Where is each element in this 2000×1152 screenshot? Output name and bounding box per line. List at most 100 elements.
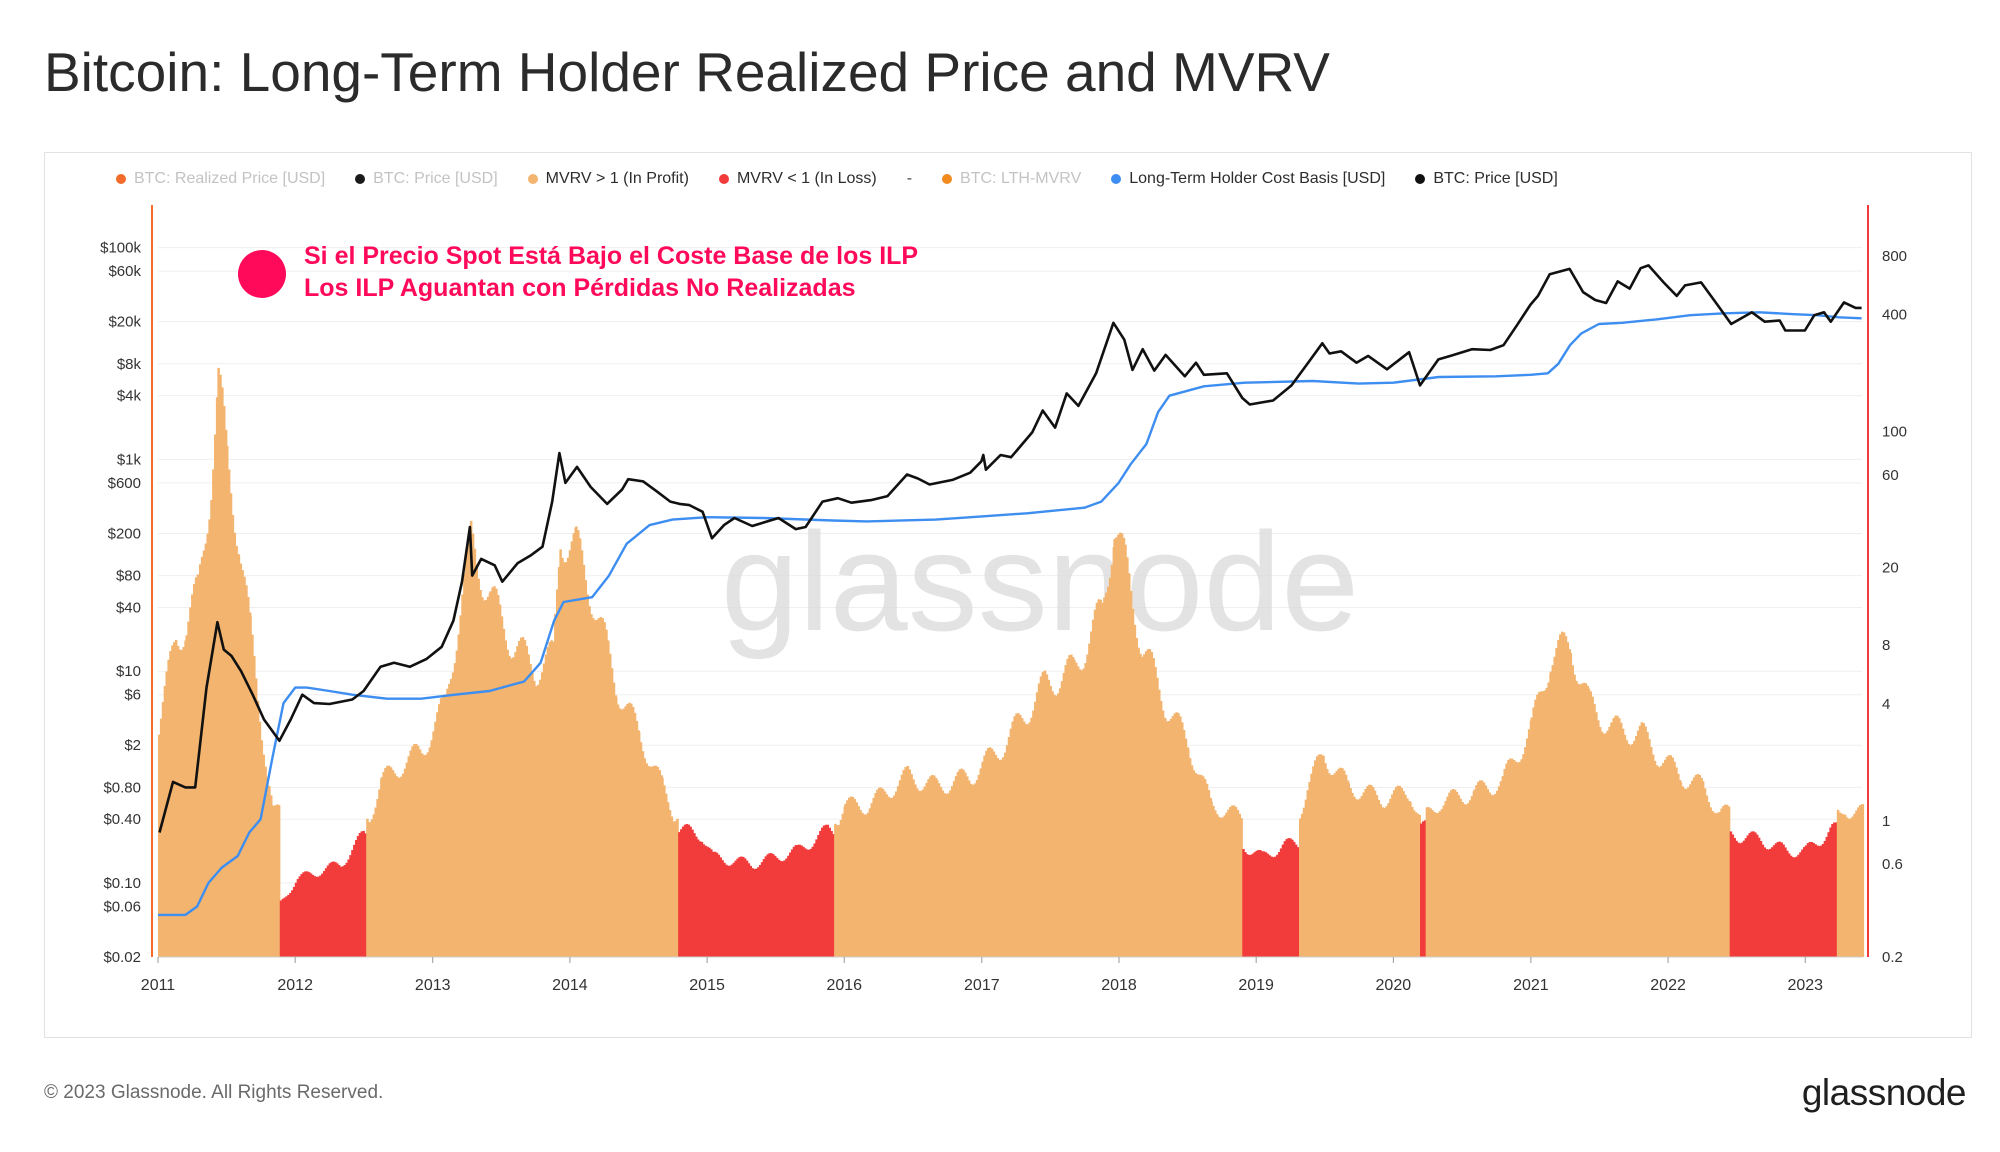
mvrv-profit-bar xyxy=(561,557,564,957)
legend-item[interactable]: BTC: LTH-MVRV xyxy=(942,170,1081,188)
mvrv-profit-bar xyxy=(537,684,540,957)
mvrv-profit-bar xyxy=(192,584,196,957)
mvrv-profit-bar xyxy=(1106,586,1110,957)
mvrv-loss-bar xyxy=(1729,831,1733,957)
mvrv-loss-bar xyxy=(1819,845,1823,957)
mvrv-profit-bar xyxy=(557,567,561,957)
mvrv-profit-bar xyxy=(1475,785,1478,957)
mvrv-loss-bar xyxy=(317,876,320,957)
mvrv-loss-bar xyxy=(792,846,796,957)
mvrv-profit-bar xyxy=(213,434,217,957)
mvrv-loss-bar xyxy=(321,873,324,957)
mvrv-loss-bar xyxy=(302,872,305,957)
mvrv-profit-bar xyxy=(1221,817,1225,957)
mvrv-profit-bar xyxy=(521,637,525,957)
mvrv-profit-bar xyxy=(1516,762,1520,957)
mvrv-profit-bar xyxy=(857,806,860,957)
mvrv-profit-bar xyxy=(1621,728,1625,957)
mvrv-loss-bar xyxy=(1816,845,1819,957)
mvrv-profit-bar xyxy=(910,774,913,957)
mvrv-profit-bar xyxy=(1333,773,1337,957)
y-right-tick-label: 60 xyxy=(1882,467,1899,484)
mvrv-loss-bar xyxy=(730,864,734,957)
mvrv-loss-bar xyxy=(693,833,696,957)
glassnode-logo[interactable]: glassnode xyxy=(1801,1072,1967,1113)
mvrv-profit-bar xyxy=(277,805,281,957)
mvrv-profit-bar xyxy=(1344,774,1348,957)
mvrv-profit-bar xyxy=(185,635,188,957)
legend-dot-icon xyxy=(718,174,729,184)
mvrv-profit-bar xyxy=(874,793,877,957)
mvrv-profit-bar xyxy=(1202,776,1205,957)
legend-item[interactable]: MVRV < 1 (In Loss) xyxy=(718,170,877,188)
mvrv-loss-bar xyxy=(1801,849,1804,957)
mvrv-profit-bar xyxy=(1404,794,1407,957)
mvrv-profit-bar xyxy=(1638,725,1642,957)
mvrv-loss-bar xyxy=(328,863,332,957)
mvrv-profit-bar xyxy=(588,606,591,957)
legend-item[interactable]: BTC: Realized Price [USD] xyxy=(116,170,325,188)
mvrv-loss-bar xyxy=(1829,827,1832,957)
mvrv-profit-bar xyxy=(998,759,1001,957)
mvrv-profit-bar xyxy=(1524,747,1527,957)
mvrv-profit-bar xyxy=(641,751,645,957)
mvrv-profit-bar xyxy=(1215,814,1219,957)
y-left-tick-label: $1k xyxy=(117,451,142,468)
mvrv-profit-bar xyxy=(891,797,894,957)
mvrv-profit-bar xyxy=(469,520,473,957)
mvrv-profit-bar xyxy=(1058,688,1062,957)
mvrv-profit-bar xyxy=(1532,707,1535,957)
mvrv-loss-bar xyxy=(742,856,745,957)
y-left-tick-label: $0.06 xyxy=(103,898,141,915)
mvrv-profit-bar xyxy=(479,589,482,957)
y-left-tick-label: $20k xyxy=(108,314,141,331)
mvrv-profit-bar xyxy=(1564,636,1568,957)
mvrv-profit-bar xyxy=(1351,792,1354,957)
mvrv-profit-bar xyxy=(1512,760,1516,957)
mvrv-profit-bar xyxy=(878,787,881,957)
mvrv-profit-bar xyxy=(1120,533,1124,957)
mvrv-profit-bar xyxy=(1005,745,1009,957)
mvrv-profit-bar xyxy=(612,682,616,957)
mvrv-loss-bar xyxy=(777,859,781,957)
x-tick-label: 2015 xyxy=(689,977,725,994)
mvrv-profit-bar xyxy=(254,678,258,957)
legend-item[interactable]: Long-Term Holder Cost Basis [USD] xyxy=(1111,170,1385,188)
mvrv-profit-bar xyxy=(1375,795,1379,957)
mvrv-profit-bar xyxy=(269,795,273,957)
mvrv-profit-bar xyxy=(256,700,260,957)
mvrv-loss-bar xyxy=(1289,838,1292,957)
mvrv-loss-bar xyxy=(789,852,792,957)
mvrv-profit-bar xyxy=(247,596,250,957)
mvrv-profit-bar xyxy=(841,813,845,957)
mvrv-loss-bar xyxy=(1735,840,1738,957)
lth-cost-basis-line xyxy=(158,311,1862,917)
mvrv-loss-bar xyxy=(696,839,700,957)
mvrv-profit-bar xyxy=(1073,659,1076,957)
mvrv-loss-bar xyxy=(1767,849,1770,957)
mvrv-profit-bar xyxy=(979,768,983,957)
mvrv-loss-bar xyxy=(1287,838,1290,957)
mvrv-profit-bar xyxy=(630,703,633,957)
mvrv-profit-bar xyxy=(992,751,996,957)
mvrv-loss-bar xyxy=(736,858,739,957)
legend-item[interactable]: BTC: Price [USD] xyxy=(355,170,498,188)
mvrv-loss-bar xyxy=(281,898,285,957)
legend-dot-icon xyxy=(355,174,366,184)
y-left-tick-label: $0.10 xyxy=(103,875,141,892)
mvrv-profit-bar xyxy=(1589,691,1593,957)
mvrv-profit-bar xyxy=(1679,782,1683,957)
mvrv-profit-bar xyxy=(556,589,559,957)
x-tick-label: 2013 xyxy=(415,977,451,994)
mvrv-loss-bar xyxy=(681,826,685,957)
annotation-line-1: Si el Precio Spot Está Bajo el Coste Bas… xyxy=(304,242,919,270)
legend-item[interactable]: MVRV > 1 (In Profit) xyxy=(527,170,689,188)
mvrv-loss-bar xyxy=(687,824,691,957)
mvrv-profit-bar xyxy=(1326,769,1329,957)
mvrv-loss-bar xyxy=(1761,844,1765,957)
footer-copyright: © 2023 Glassnode. All Rights Reserved. xyxy=(44,1082,384,1103)
legend-item[interactable]: BTC: Price [USD] xyxy=(1415,170,1558,188)
mvrv-profit-bar xyxy=(187,621,190,957)
mvrv-profit-bar xyxy=(245,585,248,957)
mvrv-profit-bar xyxy=(206,533,209,957)
